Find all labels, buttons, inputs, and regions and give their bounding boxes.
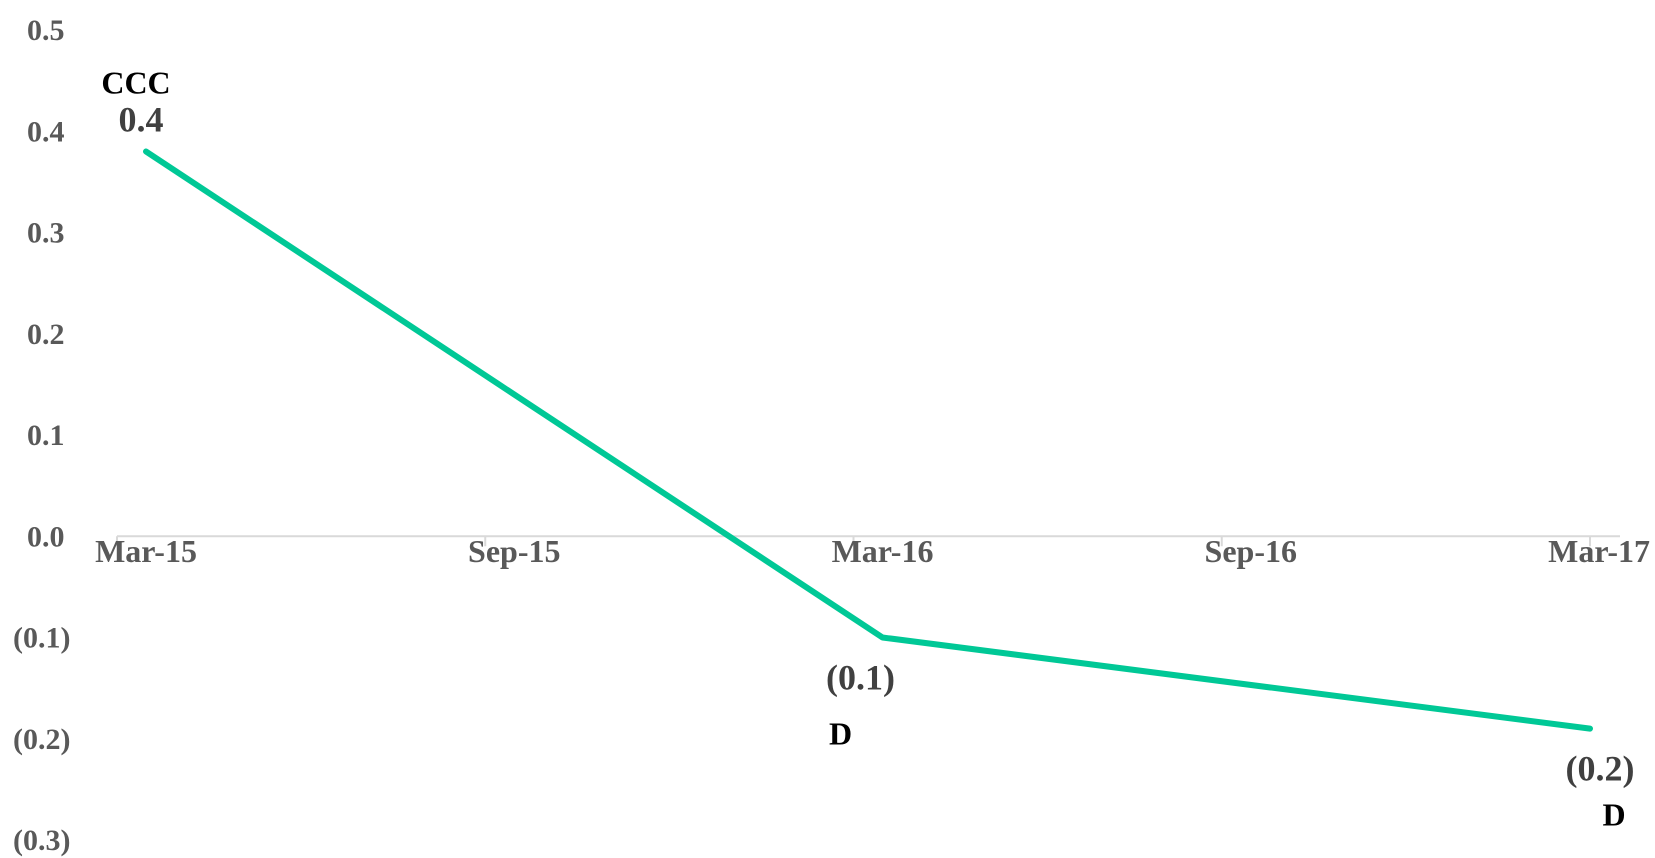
y-tick-label: (0.3) (13, 824, 70, 857)
y-tick-label: 0.0 (27, 520, 65, 553)
data-label: (0.2) (1566, 749, 1635, 789)
y-tick-label: 0.3 (27, 217, 65, 250)
y-tick-label: 0.1 (27, 419, 65, 452)
data-label: (0.1) (826, 658, 895, 698)
x-tick-label: Mar-17 (1548, 533, 1650, 569)
y-tick-label: 0.2 (27, 318, 65, 351)
x-tick-label: Sep-16 (1205, 533, 1297, 569)
rating-annotation: CCC (101, 65, 170, 101)
y-tick-label: 0.5 (27, 14, 65, 47)
rating-annotation: D (1602, 797, 1625, 833)
y-axis-ticks: 0.5 0.4 0.3 0.2 0.1 0.0 (0.1) (0.2) (0.3) (13, 14, 70, 857)
series-line (143, 148, 1593, 732)
rating-annotation: D (829, 716, 852, 752)
x-tick-label: Mar-15 (95, 533, 197, 569)
y-tick-label: (0.2) (13, 723, 70, 756)
data-label: 0.4 (119, 100, 164, 140)
x-axis-ticks: Mar-15 Sep-15 Mar-16 Sep-16 Mar-17 (95, 533, 1650, 569)
x-tick-label: Mar-16 (832, 533, 934, 569)
x-tick-label: Sep-15 (468, 533, 560, 569)
y-tick-label: (0.1) (13, 622, 70, 655)
y-tick-label: 0.4 (27, 115, 65, 148)
